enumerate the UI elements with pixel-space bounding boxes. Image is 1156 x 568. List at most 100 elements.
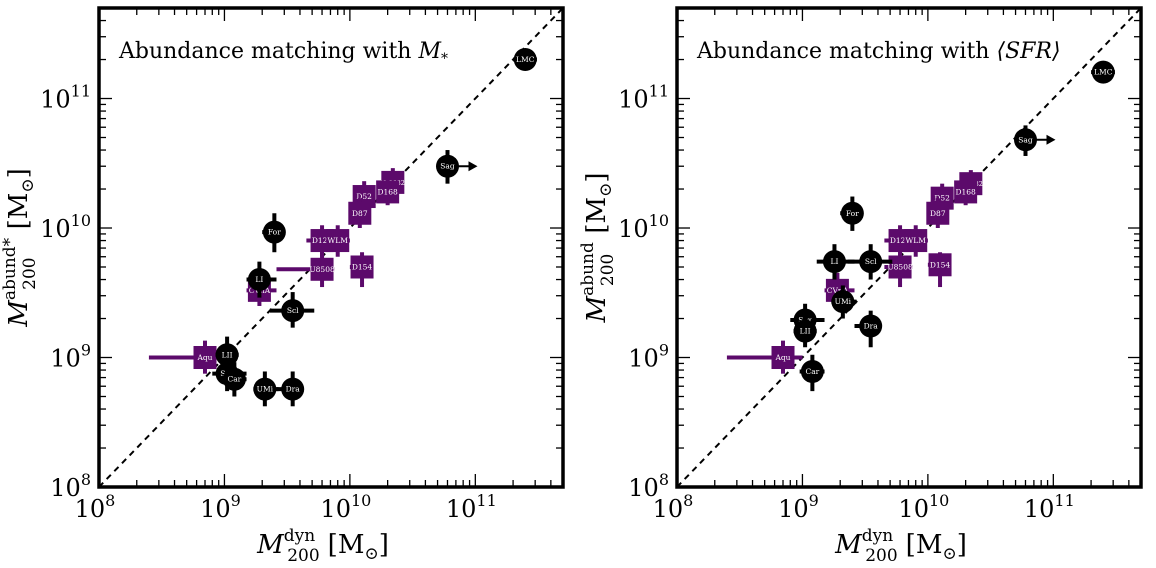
x-axis-label-sub: 200 [865,546,897,566]
x-axis-label-var: M [834,530,863,560]
y-axis-label-sub: 200 [598,254,618,286]
data-point-u8508: U8508 [276,252,335,288]
marker-square [326,229,350,253]
data-point-d168: D168 [954,178,978,206]
x-tick-base: 10 [778,495,809,523]
y-tick-base: 10 [50,345,81,373]
point-label: U8508 [887,262,913,271]
y-tick-label: 1011 [618,82,669,114]
data-point-umi: UMi [831,285,857,319]
marker-square [926,201,950,225]
data-point-aqu: Aqu [726,340,803,374]
point-label: WLM [328,236,349,245]
point-label: Dra [286,385,301,394]
y-tick-label: 108 [628,470,669,502]
y-tick-exponent: 11 [649,82,669,101]
point-label: WLM [906,236,927,245]
data-point-d168: D168 [376,178,400,206]
data-point-wlm: WLM [326,225,350,257]
marker-circle [281,377,305,401]
marker-square [193,346,217,370]
data-point-for: For [840,196,864,231]
marker-circle [831,290,855,314]
x-tick-label: 1011 [446,491,497,523]
y-tick-base: 10 [618,215,649,243]
chart-panel-2: 1081091010101110810910101011NGC6822D168D… [578,6,1143,566]
lower-limit-arrowhead [1046,134,1056,145]
x-tick-base: 10 [1024,495,1055,523]
marker-circle [859,250,883,274]
series-local-group-dwarfs: LMCSagForLISclLIISexCarUMiDra [212,48,537,407]
point-label: For [846,209,859,218]
y-axis-label-close: ] [4,168,34,178]
series-isolated-dwarfs: NGC6822D168D52D87D126WLMD154U8508CVnAAqu [148,168,409,374]
point-label: LII [800,327,811,336]
point-label: Car [805,367,819,376]
x-tick-base: 10 [200,495,231,523]
point-label: Car [227,375,241,384]
data-point-umi: UMi [253,371,279,407]
y-tick-label: 1010 [618,211,669,243]
point-label: D126 [312,236,333,245]
marker-square [348,201,372,225]
x-tick-exponent: 8 [105,491,115,510]
x-axis-label: Mdyn 200 [M⊙] [834,526,967,566]
x-axis-label-sun: ⊙ [364,544,378,564]
point-label: D168 [377,187,398,196]
y-axis-label-sub: 200 [20,257,40,289]
marker-square [904,229,928,253]
x-axis-label: Mdyn 200 [M⊙] [256,526,389,566]
point-label: UMi [257,385,274,394]
x-axis-label-unit: [M [906,530,943,560]
point-label: CVnA [827,286,849,295]
data-point-car: Car [221,362,247,397]
x-tick-base: 10 [898,495,929,523]
point-label: D168 [955,187,976,196]
x-axis-label-close: ] [379,530,389,560]
marker-square [928,253,952,277]
data-point-dra: Dra [276,371,305,407]
chart-title: Abundance matching with M* [118,39,448,67]
chart-panel-1: 1081091010101110810910101011NGC6822D168D… [0,6,565,566]
marker-circle [281,299,305,323]
lower-limit-arrowhead [468,161,478,172]
plot-area: NGC6822D168D52D87D126WLMU8508D154CVnAAqu… [677,8,1141,487]
point-label: D87 [930,209,946,218]
x-tick-label: 1011 [1024,491,1075,523]
data-point-dra: Dra [854,310,883,348]
data-point-d154: D154 [349,252,374,288]
y-tick-base: 10 [50,474,81,502]
y-axis-label-var: M [582,295,612,324]
point-label: LMC [516,55,535,64]
marker-circle [1091,60,1115,84]
y-axis-label-unit: [M [4,193,34,230]
y-axis-label-var: M [4,299,34,328]
x-tick-exponent: 10 [351,491,371,510]
marker-circle [247,268,271,292]
chart-title-subscript: * [441,51,448,67]
point-label: Sag [1018,135,1033,144]
marker-circle [1013,128,1037,152]
point-label: D87 [352,209,368,218]
chart-title-text: Abundance matching with [696,39,996,64]
point-label: For [268,228,281,237]
point-label: D126 [890,236,911,245]
data-point-scl: Scl [847,244,893,280]
point-label: Sag [440,162,455,171]
data-point-sag: Sag [1013,125,1056,156]
y-tick-label: 109 [50,341,91,373]
point-label: Dra [864,322,879,331]
data-point-scl: Scl [269,292,315,328]
point-label: LII [222,350,233,359]
marker-circle [800,359,824,383]
y-tick-exponent: 11 [71,82,91,101]
x-axis-label-sup: dyn [862,526,893,546]
series-isolated-dwarfs: NGC6822D168D52D87D126WLMU8508D154CVnAAqu [726,170,987,374]
data-point-lii: LII [793,315,817,348]
x-tick-label: 1010 [898,491,949,523]
x-tick-base: 10 [320,495,351,523]
point-label: Aqu [774,353,790,362]
marker-square [954,180,978,204]
point-label: D154 [930,260,951,269]
plot-area: NGC6822D168D52D87D126WLMD154U8508CVnAAqu… [99,8,563,487]
